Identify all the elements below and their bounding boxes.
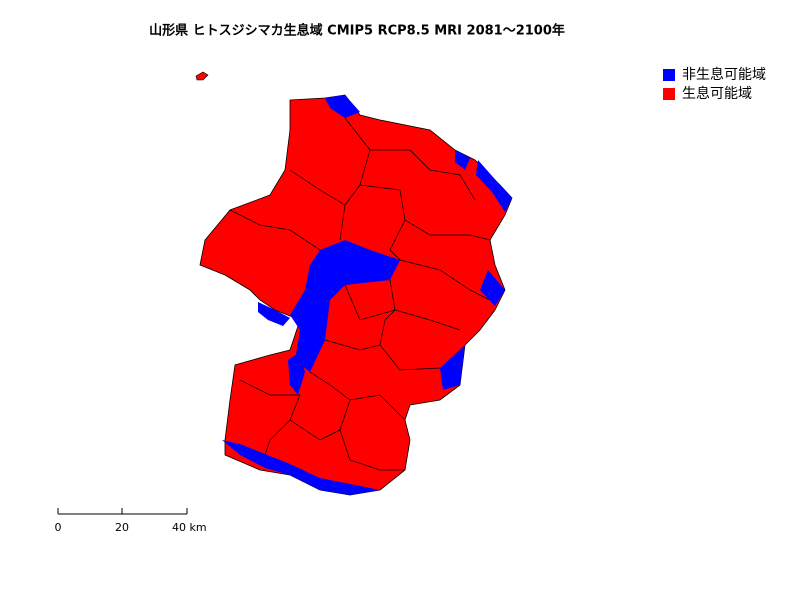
scale-label: 20 [115,521,129,534]
scale-label: 0 [55,521,62,534]
legend-label: 非生息可能域 [682,66,766,83]
municipal-borders [229,117,491,471]
map-title: 山形県 ヒトスジシマカ生息域 CMIP5 RCP8.5 MRI 2081〜210… [149,23,565,39]
island [195,71,209,81]
habitable-area [199,94,513,496]
non-habitable-areas [222,95,512,495]
scale-bar [57,508,188,515]
legend-label: 生息可能域 [682,85,752,102]
map-regions [195,71,513,496]
scale-labels: 0 20 40 km [55,521,207,534]
scale-label: 40 km [172,521,207,534]
legend-swatch [663,88,675,100]
legend-swatch [663,69,675,81]
